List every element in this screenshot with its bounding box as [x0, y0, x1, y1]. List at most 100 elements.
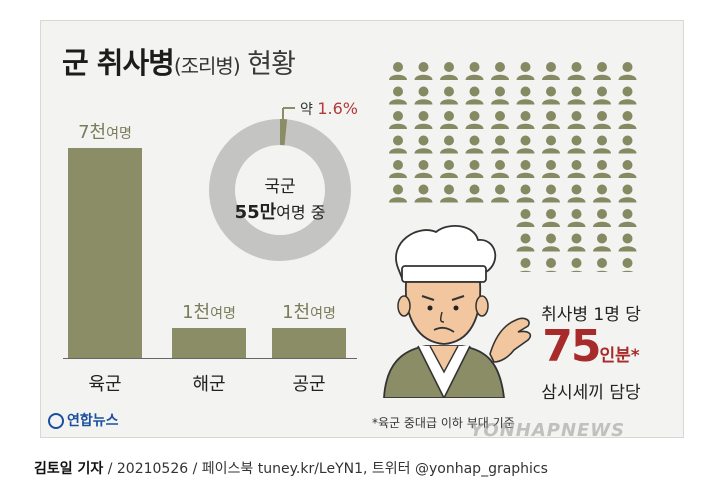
- person-icon: [595, 258, 609, 272]
- person-icon: [542, 160, 560, 178]
- person-icon: [567, 184, 586, 203]
- person-icon: [440, 135, 458, 154]
- person-icon: [593, 160, 611, 178]
- person-icon: [491, 184, 509, 203]
- person-icon: [542, 209, 560, 227]
- yonhap-logo: 연합뉴스: [48, 410, 119, 430]
- stat-block: 취사병 1명 당 75인분* 삼시세끼 담당: [516, 300, 666, 403]
- person-icon: [593, 62, 611, 80]
- person-icon: [621, 258, 634, 272]
- person-icon: [414, 111, 433, 129]
- person-icon: [491, 111, 509, 129]
- donut-center-line2: 55만여명 중: [234, 202, 326, 223]
- category-label-navy: 해군: [192, 374, 226, 395]
- person-icon: [465, 111, 484, 129]
- logo-icon: [48, 413, 64, 429]
- person-icon: [593, 209, 611, 227]
- person-icon: [516, 209, 535, 227]
- person-icon: [389, 62, 407, 80]
- person-icon: [593, 111, 611, 129]
- footnote: *육군 중대급 이하 부대 기준: [372, 416, 515, 430]
- person-icon: [389, 86, 407, 105]
- person-icon: [414, 160, 433, 178]
- person-icon: [567, 86, 586, 105]
- person-icon: [440, 184, 458, 203]
- person-icon: [567, 160, 586, 178]
- donut-center-line1: 국군: [264, 177, 296, 197]
- person-icon: [567, 209, 586, 227]
- watermark: YONHAPNEWS: [470, 420, 626, 441]
- person-icon: [414, 62, 433, 80]
- chart-baseline: [63, 358, 357, 359]
- person-icon: [516, 184, 535, 203]
- person-icon: [465, 62, 484, 80]
- person-icon: [491, 160, 509, 178]
- person-icon: [414, 135, 433, 154]
- title-main: 군 취사병: [62, 46, 175, 80]
- person-icon: [542, 111, 560, 129]
- person-icon: [542, 86, 560, 105]
- person-icon: [389, 111, 407, 129]
- person-icon: [465, 86, 484, 105]
- person-icon: [618, 184, 637, 203]
- person-icon: [593, 233, 611, 252]
- person-icon: [440, 86, 458, 105]
- person-icon: [570, 258, 583, 272]
- bar-value-label-navy: 1천여명: [182, 302, 236, 323]
- person-icon: [567, 62, 586, 80]
- person-icon: [389, 184, 407, 203]
- person-icon: [542, 184, 560, 203]
- credit-line: 김토일 기자 / 20210526 / 페이스북 tuney.kr/LeYN1,…: [34, 461, 548, 477]
- person-icon: [440, 111, 458, 129]
- person-icon: [389, 135, 407, 154]
- person-icon: [618, 233, 637, 252]
- bar-airforce: [272, 328, 346, 358]
- cook-illustration: [383, 225, 532, 398]
- person-icon: [491, 86, 509, 105]
- pictogram: [389, 62, 637, 272]
- category-label-army: 육군: [88, 374, 122, 395]
- person-icon: [516, 111, 535, 129]
- donut-callout: 약 1.6%: [300, 99, 358, 118]
- title-sub: (조리병): [173, 54, 241, 78]
- bar-navy: [172, 328, 246, 358]
- person-icon: [440, 62, 458, 80]
- page-title: 군 취사병(조리병) 현황: [62, 40, 296, 82]
- donut-chart: [209, 107, 351, 261]
- person-icon: [519, 258, 532, 272]
- stat-line1: 취사병 1명 당: [541, 305, 641, 325]
- donut-slice: [280, 119, 288, 146]
- person-icon: [465, 184, 484, 203]
- person-icon: [516, 62, 535, 80]
- bar-value-label-airforce: 1천여명: [282, 302, 336, 323]
- person-icon: [544, 258, 558, 272]
- person-icon: [618, 62, 637, 80]
- person-icon: [516, 233, 535, 252]
- person-icon: [516, 160, 535, 178]
- person-icon: [491, 62, 509, 80]
- person-icon: [567, 233, 586, 252]
- title-tail: 현황: [239, 49, 296, 80]
- stat-big-number: 75인분*: [542, 321, 640, 372]
- bar-army: [68, 148, 142, 358]
- person-icon: [414, 86, 433, 105]
- person-icon: [593, 184, 611, 203]
- person-icon: [618, 86, 637, 105]
- person-icon: [516, 135, 535, 154]
- stat-line3: 삼시세끼 담당: [541, 383, 641, 403]
- person-icon: [618, 160, 637, 178]
- person-icon: [465, 135, 484, 154]
- person-icon: [618, 135, 637, 154]
- person-icon: [542, 62, 560, 80]
- person-icon: [491, 135, 509, 154]
- person-icon: [593, 86, 611, 105]
- person-icon: [465, 160, 484, 178]
- person-icon: [516, 86, 535, 105]
- person-icon: [542, 233, 560, 252]
- person-icon: [618, 111, 637, 129]
- person-icon: [389, 160, 407, 178]
- person-icon: [567, 135, 586, 154]
- person-icon: [618, 209, 637, 227]
- person-icon: [542, 135, 560, 154]
- person-icon: [414, 184, 433, 203]
